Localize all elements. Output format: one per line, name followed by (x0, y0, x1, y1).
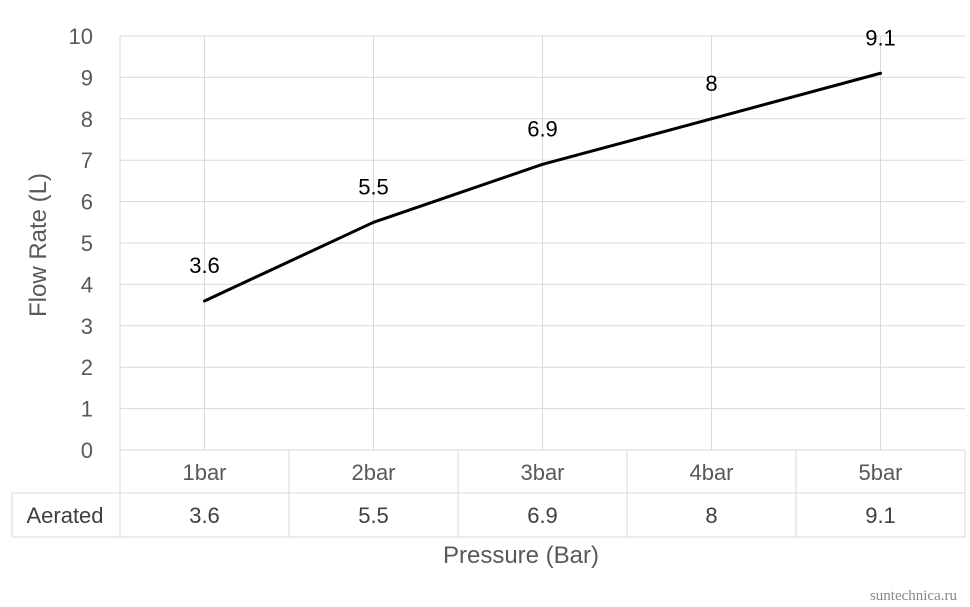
y-axis-ticks: 0 1 2 3 4 5 6 7 8 9 10 (69, 24, 93, 463)
y-tick-label: 6 (81, 190, 93, 215)
data-label: 5.5 (358, 174, 389, 199)
data-point (203, 299, 206, 303)
y-tick-label: 2 (81, 355, 93, 380)
series-aerated (203, 71, 882, 303)
y-tick-label: 10 (69, 24, 93, 49)
data-table-cell: 5.5 (358, 503, 389, 528)
x-tick-label: 2bar (351, 460, 395, 485)
watermark: suntechnica.ru (870, 588, 958, 604)
y-tick-label: 4 (81, 272, 93, 297)
data-table-row-label: Aerated (26, 503, 103, 528)
data-table-cell: 8 (705, 503, 717, 528)
y-tick-label: 7 (81, 148, 93, 173)
x-tick-label: 4bar (689, 460, 733, 485)
data-point (541, 162, 544, 166)
y-tick-label: 5 (81, 231, 93, 256)
data-table-cell: 9.1 (865, 503, 896, 528)
data-point (879, 71, 882, 75)
y-tick-label: 0 (81, 438, 93, 463)
data-table-cell: 6.9 (527, 503, 558, 528)
x-tick-label: 3bar (520, 460, 564, 485)
y-tick-label: 9 (81, 65, 93, 90)
x-tick-label: 1bar (182, 460, 226, 485)
data-label: 9.1 (865, 25, 896, 50)
data-table-cell: 3.6 (189, 503, 220, 528)
grid-lines (11, 35, 966, 538)
x-axis-title: Pressure (Bar) (443, 542, 599, 569)
data-point (710, 117, 713, 121)
y-tick-label: 3 (81, 314, 93, 339)
y-axis-title: Flow Rate (L) (25, 173, 52, 317)
data-label: 3.6 (189, 253, 220, 278)
data-point (372, 220, 375, 224)
y-tick-label: 1 (81, 397, 93, 422)
x-axis-ticks: 1bar 2bar 3bar 4bar 5bar (182, 460, 902, 485)
y-tick-label: 8 (81, 107, 93, 132)
data-label: 6.9 (527, 116, 558, 141)
data-table: Aerated 3.6 5.5 6.9 8 9.1 (26, 503, 895, 528)
x-tick-label: 5bar (858, 460, 902, 485)
data-label: 8 (705, 71, 717, 96)
data-labels: 3.6 5.5 6.9 8 9.1 (189, 25, 896, 278)
